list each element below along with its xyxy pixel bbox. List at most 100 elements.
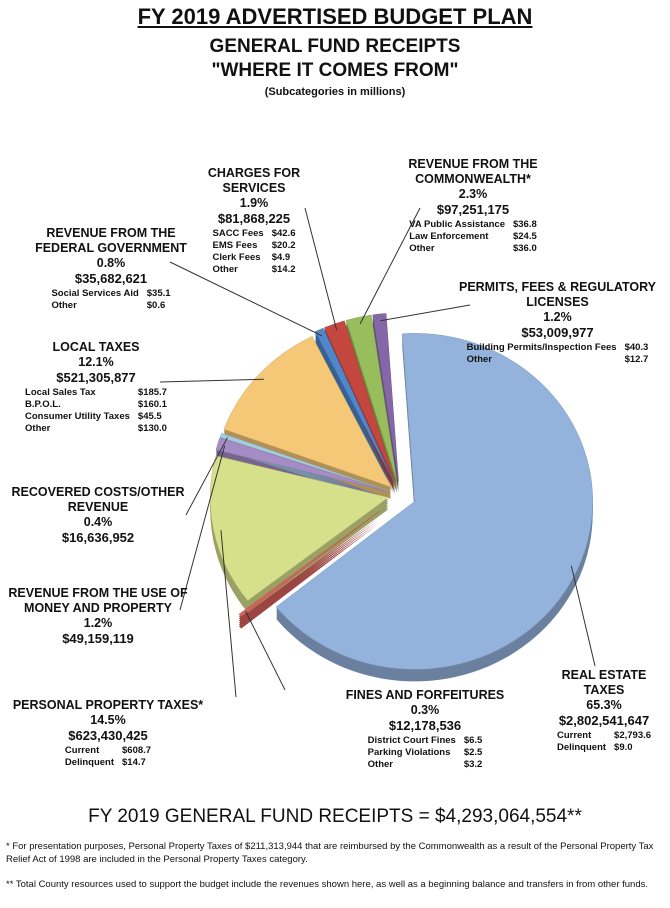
subcategory-amount: $9.0 — [614, 742, 633, 753]
amount-label: $12,178,536 — [388, 718, 462, 733]
subcategory-amount: $20.2 — [271, 240, 296, 251]
subcategory-amount: $36.0 — [512, 243, 537, 254]
chart-title: GENERAL FUND RECEIPTS — [209, 36, 461, 57]
subcategory-name: Clerk Fees — [212, 252, 261, 263]
subcategory-name: Delinquent — [64, 757, 115, 768]
slice-depth — [372, 317, 399, 486]
slice — [345, 314, 398, 482]
leader-line — [570, 565, 596, 667]
subcategory-name: Law Enforcement — [409, 231, 489, 242]
slice-label: REVENUE FROM THE FEDERAL GOVERNMENT 0.8% $… — [26, 226, 196, 312]
subcategory-amount: $3.2 — [463, 759, 483, 770]
category-name: REVENUE FROM THE COMMONWEALTH* — [408, 157, 538, 186]
subcategory-name: Parking Violations — [367, 747, 451, 758]
slice-depth — [372, 321, 399, 490]
subcategory-name: Other — [212, 264, 238, 275]
subcategory-table: Current $2,793.6 Delinquent $9.0 — [540, 730, 668, 754]
category-name: CHARGES FOR SERVICES — [207, 166, 301, 195]
page-title: FY 2019 ADVERTISED BUDGET PLAN — [137, 4, 533, 29]
category-name: LOCAL TAXES — [52, 340, 140, 354]
category-name: PERMITS, FEES & REGULATORY LICENSES — [458, 280, 656, 309]
slice-depth — [239, 517, 380, 623]
slice-label: RECOVERED COSTS/OTHER REVENUE 0.4% $16,636… — [8, 485, 188, 545]
percent-label: 65.3% — [586, 698, 622, 712]
slice-label: REVENUE FROM THE COMMONWEALTH* 2.3% $97,25… — [398, 157, 548, 255]
leader-line — [359, 207, 421, 325]
subcategory-amount: $12.7 — [624, 354, 649, 365]
slice-label: PERMITS, FEES & REGULATORY LICENSES 1.2% $… — [455, 280, 660, 366]
subcategory-amount: $2.5 — [463, 747, 483, 758]
subcategory-name: Current — [556, 730, 592, 741]
slice-depth — [239, 521, 380, 627]
subcategory-name: VA Public Assistance — [409, 219, 505, 230]
leader-line — [220, 530, 237, 698]
percent-label: 1.9% — [239, 196, 269, 210]
category-name: REVENUE FROM THE USE OF MONEY AND PROPER… — [8, 586, 188, 615]
subcategory-amount: $0.6 — [146, 300, 166, 311]
subcategory-amount: $24.5 — [512, 231, 537, 242]
footnote: * For presentation purposes, Personal Pr… — [6, 841, 654, 865]
subcategory-amount: $14.7 — [122, 757, 146, 768]
leader-line — [185, 437, 228, 516]
percent-label: 2.3% — [458, 187, 488, 201]
subcategory-amount: $35.1 — [146, 288, 171, 299]
subcategory-amount: $185.7 — [137, 387, 167, 398]
subcategory-table: Local Sales Tax $185.7 B.P.O.L. $160.1 Consu… — [16, 387, 176, 435]
percent-label: 0.4% — [83, 515, 113, 529]
slice — [324, 320, 396, 482]
category-name: REVENUE FROM THE FEDERAL GOVERNMENT — [35, 226, 187, 255]
subcategory-name: Delinquent — [556, 742, 607, 753]
subcategory-name: Other — [409, 243, 435, 254]
slice — [238, 510, 380, 618]
chart-note: (Subcategories in millions) — [264, 86, 406, 98]
subcategory-amount: $42.6 — [271, 228, 296, 239]
subcategory-amount: $45.5 — [137, 411, 162, 422]
subcategory-name: SACC Fees — [212, 228, 264, 239]
percent-label: 12.1% — [78, 355, 114, 369]
subcategory-table: Social Services Aid $35.1 Other $0.6 — [26, 288, 196, 312]
category-name: RECOVERED COSTS/OTHER REVENUE — [11, 485, 185, 514]
amount-label: $53,009,977 — [521, 325, 594, 340]
percent-label: 1.2% — [83, 616, 113, 630]
subcategory-table: District Court Fines $6.5 Parking Violatio… — [345, 735, 505, 771]
subcategory-amount: $2,793.6 — [614, 730, 652, 741]
percent-label: 14.5% — [90, 713, 126, 727]
slice-depth — [372, 319, 399, 488]
subcategory-name: District Court Fines — [367, 735, 456, 746]
slice — [219, 432, 389, 492]
amount-label: $49,159,119 — [62, 631, 134, 646]
footnote: ** Total County resources used to suppor… — [6, 879, 648, 890]
subcategory-name: Local Sales Tax — [25, 387, 96, 398]
subcategory-amount: $36.8 — [512, 219, 537, 230]
leader-line — [179, 445, 226, 611]
subcategory-amount: $14.2 — [271, 264, 296, 275]
subcategory-amount: $4.9 — [271, 252, 291, 263]
amount-label: $97,251,175 — [436, 202, 510, 217]
slice-depth — [239, 523, 380, 629]
subcategory-name: Other — [25, 423, 51, 434]
subcategory-amount: $6.5 — [463, 735, 483, 746]
slice — [215, 437, 389, 492]
subcategory-table: SACC Fees $42.6 EMS Fees $20.2 Clerk Fees $4.… — [176, 228, 332, 276]
percent-label: 0.8% — [96, 256, 126, 270]
amount-label: $521,305,877 — [56, 370, 136, 385]
amount-label: $16,636,952 — [61, 530, 135, 545]
subcategory-name: Building Permits/Inspection Fees — [466, 342, 617, 353]
percent-label: 1.2% — [543, 310, 572, 324]
leader-line — [169, 261, 323, 337]
subcategory-name: Other — [367, 759, 394, 770]
slice-depth — [239, 519, 380, 625]
amount-label: $2,802,541,647 — [558, 713, 650, 728]
percent-label: 0.3% — [410, 703, 440, 717]
slice-label: REAL ESTATE TAXES 65.3% $2,802,541,647 Curr… — [540, 668, 668, 754]
subcategory-name: Current — [64, 745, 100, 756]
slice — [314, 327, 395, 483]
slice — [223, 336, 392, 488]
subcategory-name: B.P.O.L. — [25, 399, 61, 410]
leader-line — [159, 378, 264, 383]
amount-label: $81,868,225 — [217, 211, 291, 226]
leader-line — [304, 207, 338, 331]
subcategory-amount: $608.7 — [122, 745, 152, 756]
subcategory-name: Social Services Aid — [51, 288, 139, 299]
